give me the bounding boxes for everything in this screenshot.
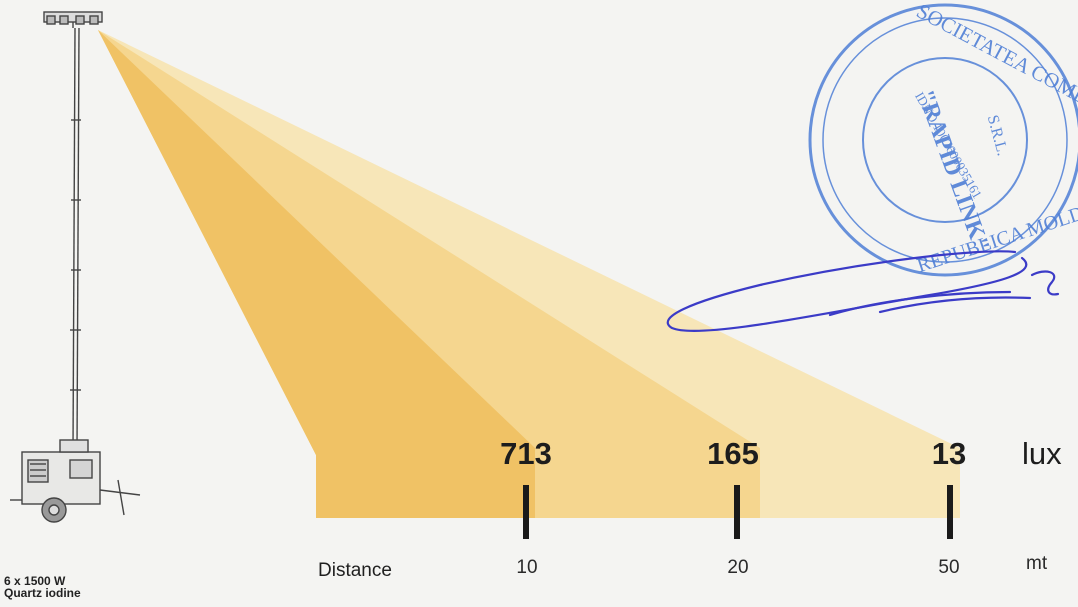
light-beams: [98, 30, 960, 518]
distance-label: Distance: [318, 560, 392, 581]
lamp-type: Quartz iodine: [4, 586, 81, 600]
lux-value-50m: 13: [931, 436, 967, 471]
lamp-spec: 6 x 1500 W Quartz iodine: [4, 575, 81, 599]
stamp-suffix: S.R.L.: [984, 113, 1011, 157]
lamp-power: 6 x 1500 W: [4, 574, 66, 588]
distance-value-50: 50: [938, 557, 960, 578]
distance-value-10: 10: [516, 557, 538, 578]
distance-tick-50m: [947, 485, 953, 539]
stamp-text: SOCIETATEA COMERCIALĂ REPUBLICA MOLDOVA …: [912, 0, 1078, 277]
company-stamp: [808, 3, 1078, 277]
signature: [666, 250, 1060, 332]
distance-tick-10m: [523, 485, 529, 539]
beam-10m: [98, 30, 535, 518]
lux-unit-label: lux: [1022, 436, 1062, 471]
distance-unit-label: mt: [1026, 553, 1048, 574]
beam-20m: [98, 30, 760, 518]
lighting-tower-icon: [10, 11, 141, 523]
distance-value-20: 20: [727, 557, 749, 578]
distance-tick-20m: [734, 485, 740, 539]
lux-value-10m: 713: [500, 436, 552, 471]
lux-value-20m: 165: [707, 436, 759, 471]
